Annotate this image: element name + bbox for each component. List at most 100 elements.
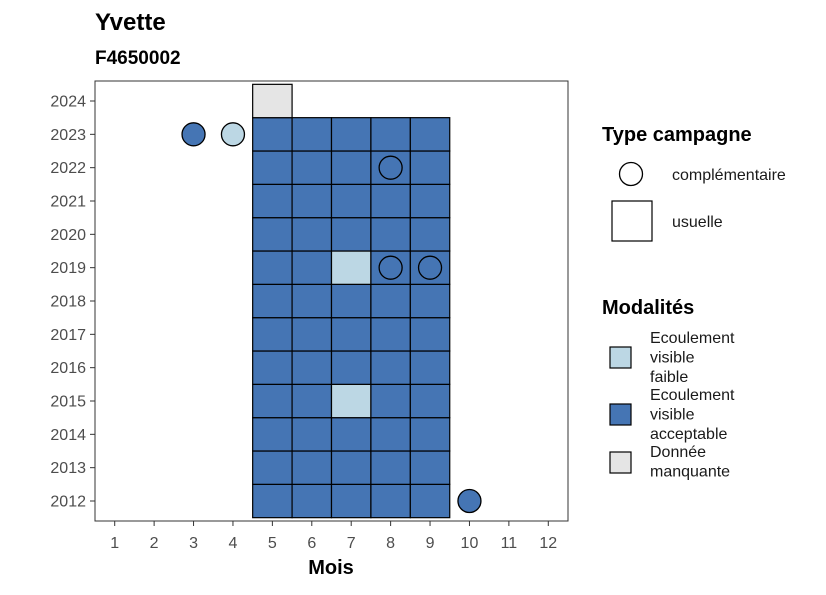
tile-usuelle-2022-5-acceptable xyxy=(252,150,293,185)
y-tick-label-2022: 2022 xyxy=(50,160,86,177)
x-tick-label-12: 12 xyxy=(539,535,557,552)
tile-usuelle-2015-7-faible xyxy=(330,383,372,419)
x-axis-title: Mois xyxy=(308,557,354,579)
legend-label-faible-line-1: Ecoulement xyxy=(650,330,735,347)
tile-usuelle-2014-5-acceptable xyxy=(252,417,293,452)
tile-usuelle-2012-8-acceptable xyxy=(370,483,411,519)
tile-usuelle-2016-8-acceptable xyxy=(370,350,411,385)
legend-label-manquante-line-1: Donnée xyxy=(650,444,706,461)
y-tick-label-2020: 2020 xyxy=(50,227,86,244)
tile-usuelle-2022-7-acceptable xyxy=(330,150,372,185)
tile-usuelle-2018-8-acceptable xyxy=(370,283,411,319)
tile-usuelle-2021-9-acceptable xyxy=(409,183,451,219)
tile-usuelle-2015-9-acceptable xyxy=(409,383,451,419)
legend-key-acceptable xyxy=(609,403,632,426)
tile-usuelle-2022-6-acceptable xyxy=(291,150,333,185)
point-complementaire-2022-8 xyxy=(378,155,403,180)
tile-usuelle-2017-5-acceptable xyxy=(252,317,293,352)
tile-usuelle-2023-5-acceptable xyxy=(252,117,293,152)
y-tick-label-2017: 2017 xyxy=(50,327,86,344)
y-tick-label-2013: 2013 xyxy=(50,460,86,477)
tile-usuelle-2013-6-acceptable xyxy=(291,450,333,485)
y-tick-label-2023: 2023 xyxy=(50,127,86,144)
y-tick-label-2019: 2019 xyxy=(50,260,86,277)
tile-usuelle-2020-6-acceptable xyxy=(291,217,333,252)
y-tick-label-2021: 2021 xyxy=(50,194,86,211)
tile-usuelle-2021-6-acceptable xyxy=(291,183,333,219)
x-tick-label-3: 3 xyxy=(189,535,198,552)
point-complementaire-2019-8 xyxy=(378,255,403,280)
tile-usuelle-2017-9-acceptable xyxy=(409,317,451,352)
y-tick-label-2012: 2012 xyxy=(50,494,86,511)
point-complementaire-2012-10 xyxy=(457,488,482,514)
x-tick-label-4: 4 xyxy=(229,535,238,552)
tile-usuelle-2012-9-acceptable xyxy=(409,483,451,519)
tile-usuelle-2014-9-acceptable xyxy=(409,417,451,452)
tile-usuelle-2022-9-acceptable xyxy=(409,150,451,185)
x-tick-label-8: 8 xyxy=(386,535,395,552)
chart-subtitle: F4650002 xyxy=(95,48,181,69)
tile-usuelle-2016-6-acceptable xyxy=(291,350,333,385)
tile-usuelle-2012-7-acceptable xyxy=(330,483,372,519)
tile-usuelle-2018-9-acceptable xyxy=(409,283,451,319)
legend-label-acceptable-line-3: acceptable xyxy=(650,426,727,443)
tile-usuelle-2023-8-acceptable xyxy=(370,117,411,152)
tile-usuelle-2013-7-acceptable xyxy=(330,450,372,485)
legend-label-acceptable-line-1: Ecoulement xyxy=(650,387,735,404)
x-tick-label-9: 9 xyxy=(426,535,435,552)
legend-label-complementaire: complémentaire xyxy=(672,167,786,184)
legend-modalites-title: Modalités xyxy=(602,297,694,319)
tile-usuelle-2017-8-acceptable xyxy=(370,317,411,352)
point-complementaire-2023-3 xyxy=(181,122,206,147)
legend: Type campagne complémentaire usuelle Modali… xyxy=(602,124,786,481)
tile-usuelle-2020-5-acceptable xyxy=(252,217,293,252)
y-tick-label-2016: 2016 xyxy=(50,360,86,377)
tile-usuelle-2019-6-acceptable xyxy=(291,250,333,285)
legend-key-complementaire xyxy=(618,161,644,187)
tile-usuelle-2019-5-acceptable xyxy=(252,250,293,285)
tile-usuelle-2020-9-acceptable xyxy=(409,217,451,252)
tile-usuelle-2015-6-acceptable xyxy=(291,383,333,419)
tile-usuelle-2013-9-acceptable xyxy=(409,450,451,485)
x-tick-label-2: 2 xyxy=(150,535,159,552)
tile-usuelle-2023-7-acceptable xyxy=(330,117,372,152)
tile-usuelle-2016-9-acceptable xyxy=(409,350,451,385)
tile-usuelle-2020-7-acceptable xyxy=(330,217,372,252)
legend-type-title: Type campagne xyxy=(602,124,752,146)
tile-usuelle-2017-6-acceptable xyxy=(291,317,333,352)
y-tick-label-2018: 2018 xyxy=(50,294,86,311)
legend-label-usuelle: usuelle xyxy=(672,214,723,231)
tile-usuelle-2018-7-acceptable xyxy=(330,283,372,319)
tile-usuelle-2014-8-acceptable xyxy=(370,417,411,452)
legend-label-faible-line-3: faible xyxy=(650,369,688,386)
tile-usuelle-2013-8-acceptable xyxy=(370,450,411,485)
point-complementaire-2023-4 xyxy=(220,122,246,147)
tile-usuelle-2018-5-acceptable xyxy=(252,283,293,319)
tile-usuelle-2012-6-acceptable xyxy=(291,483,333,519)
x-tick-label-6: 6 xyxy=(307,535,316,552)
legend-key-usuelle xyxy=(611,200,653,242)
legend-key-faible xyxy=(609,346,632,369)
legend-label-manquante-line-2: manquante xyxy=(650,464,730,481)
y-tick-label-2024: 2024 xyxy=(50,94,86,111)
tile-usuelle-2018-6-acceptable xyxy=(291,283,333,319)
point-complementaire-2019-9 xyxy=(417,255,443,280)
tile-usuelle-2021-7-acceptable xyxy=(330,183,372,219)
x-tick-label-1: 1 xyxy=(110,535,119,552)
tile-usuelle-2015-5-acceptable xyxy=(252,383,293,419)
tile-usuelle-2021-5-acceptable xyxy=(252,183,293,219)
plot-area: 2012 2013 2014 2015 2016 2017 2018 2019 2020 2021… xyxy=(50,80,569,552)
legend-label-acceptable-line-2: visible xyxy=(650,407,695,424)
tile-usuelle-2021-8-acceptable xyxy=(370,183,411,219)
tile-usuelle-2014-7-acceptable xyxy=(330,417,372,452)
y-tick-label-2015: 2015 xyxy=(50,394,86,411)
tile-usuelle-2013-5-acceptable xyxy=(252,450,293,485)
tile-usuelle-2017-7-acceptable xyxy=(330,317,372,352)
y-tick-label-2014: 2014 xyxy=(50,427,86,444)
tile-usuelle-2019-7-faible xyxy=(330,250,372,285)
tile-usuelle-2015-8-acceptable xyxy=(370,383,411,419)
tile-usuelle-2012-5-acceptable xyxy=(252,483,293,519)
legend-key-manquante xyxy=(609,451,632,474)
legend-label-faible-line-2: visible xyxy=(650,350,695,367)
